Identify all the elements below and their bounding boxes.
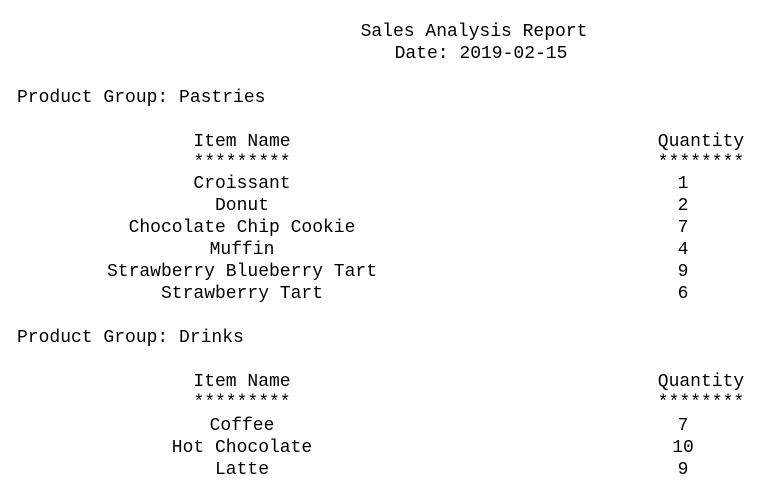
- column-rule-quantity: ********: [657, 153, 745, 173]
- item-quantity: 10: [672, 438, 694, 458]
- item-name: Coffee: [209, 416, 275, 436]
- report-title: Sales Analysis Report: [360, 22, 588, 42]
- item-quantity: 7: [677, 218, 689, 238]
- item-name: Croissant: [193, 174, 291, 194]
- item-name: Strawberry Blueberry Tart: [106, 262, 378, 282]
- column-header-item-name: Item Name: [193, 372, 291, 392]
- item-name: Chocolate Chip Cookie: [128, 218, 356, 238]
- column-header-quantity: Quantity: [657, 132, 745, 152]
- item-quantity: 7: [677, 416, 689, 436]
- item-quantity: 9: [677, 262, 689, 282]
- item-name: Strawberry Tart: [160, 284, 324, 304]
- item-name: Muffin: [209, 240, 275, 260]
- column-rule-item-name: *********: [193, 153, 291, 173]
- column-header-item-name: Item Name: [193, 132, 291, 152]
- item-quantity: 1: [677, 174, 689, 194]
- item-quantity: 6: [677, 284, 689, 304]
- item-quantity: 9: [677, 460, 689, 480]
- column-rule-item-name: *********: [193, 393, 291, 413]
- item-name: Donut: [214, 196, 269, 216]
- item-name: Latte: [214, 460, 269, 480]
- report-date: Date: 2019-02-15: [394, 44, 568, 64]
- column-rule-quantity: ********: [657, 393, 745, 413]
- item-quantity: 2: [677, 196, 689, 216]
- item-name: Hot Chocolate: [171, 438, 313, 458]
- item-quantity: 4: [677, 240, 689, 260]
- column-header-quantity: Quantity: [657, 372, 745, 392]
- group-label-drinks: Product Group: Drinks: [17, 328, 244, 348]
- group-label-pastries: Product Group: Pastries: [17, 88, 266, 108]
